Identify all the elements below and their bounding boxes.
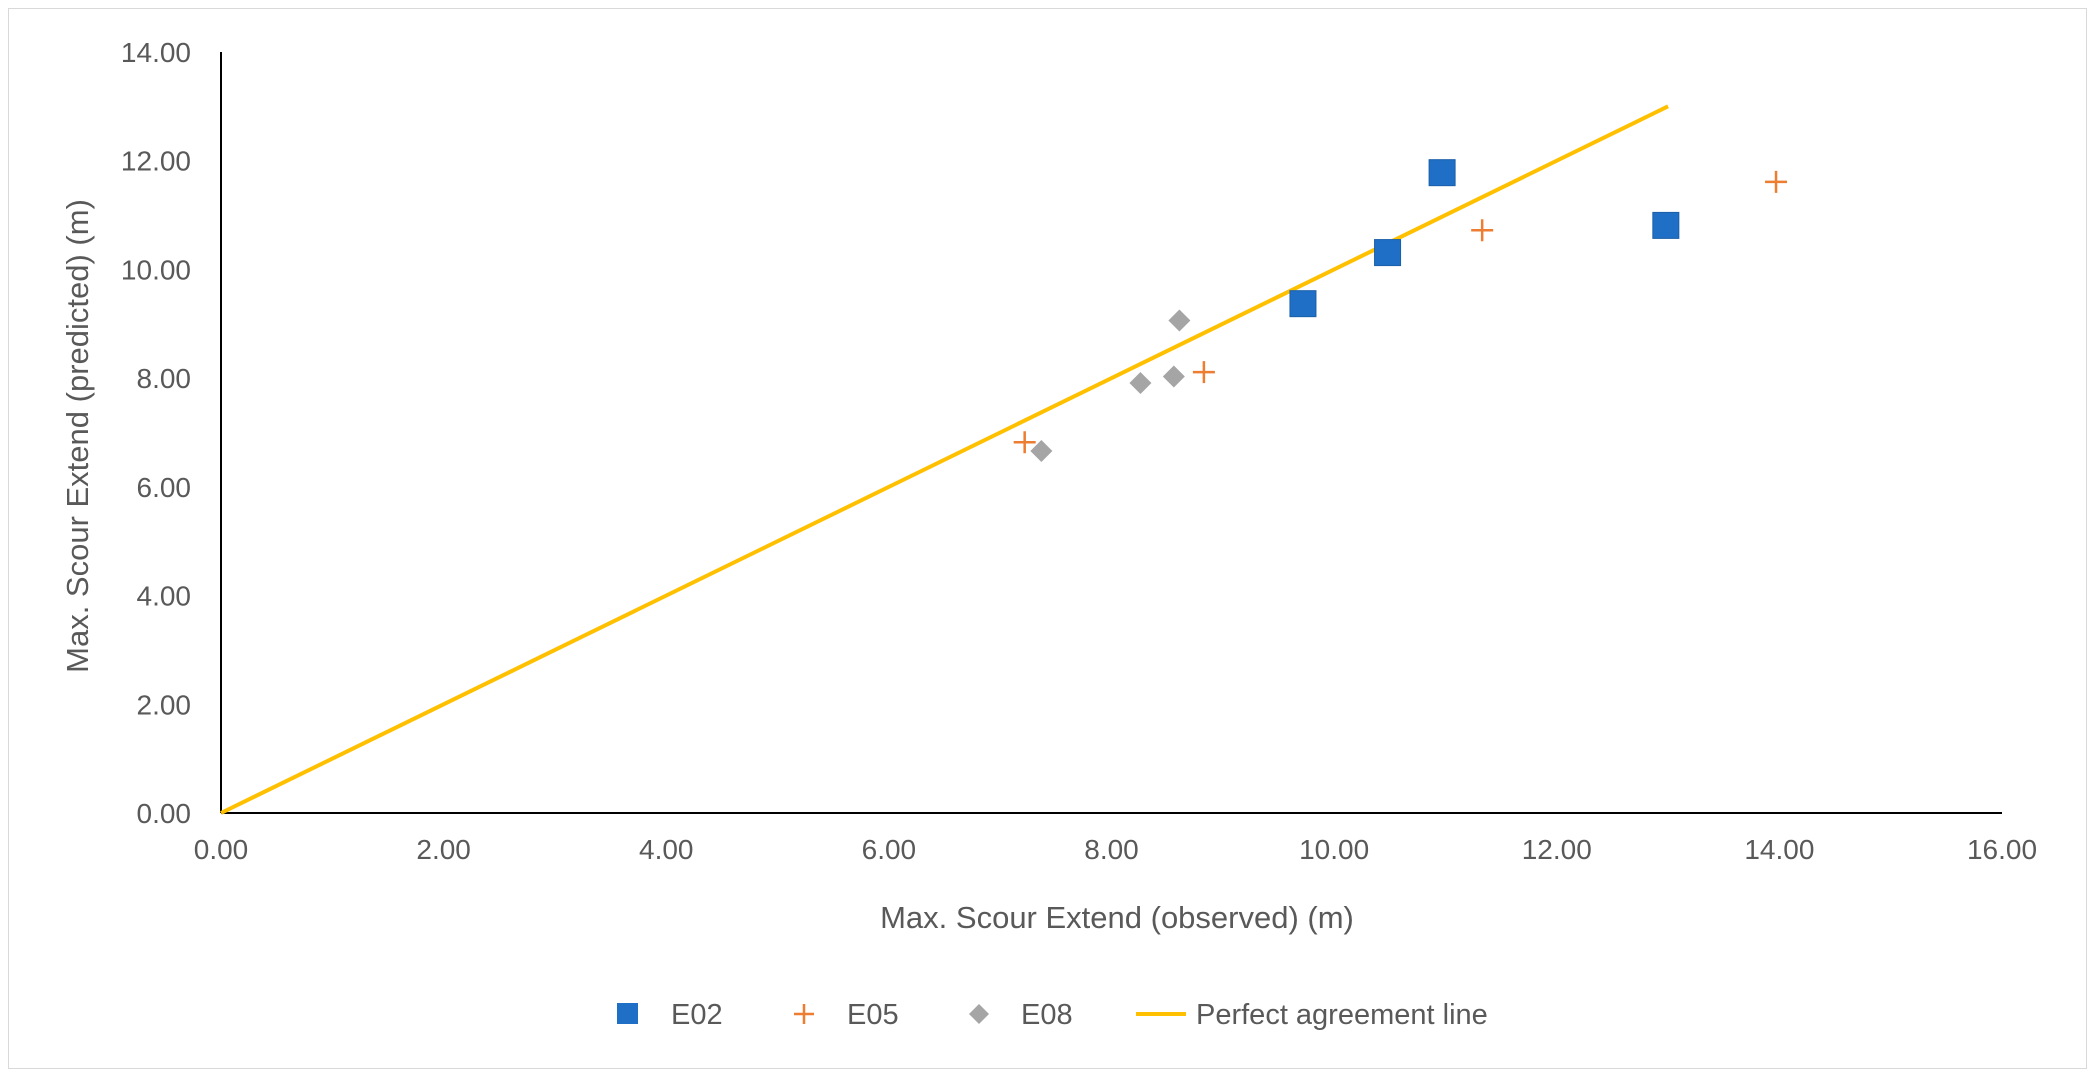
legend-item-e02: E02 [617,999,723,1031]
y-tick-label: 14.00 [121,37,191,68]
data-point-e02 [1289,290,1317,318]
data-point-e08 [1129,372,1152,395]
y-tick-label: 12.00 [121,146,191,177]
data-point-e05 [1765,170,1788,193]
y-tick-label: 10.00 [121,254,191,285]
data-point-e02 [1428,159,1456,187]
series-points [1013,159,1788,462]
legend-label-e08: E08 [1021,999,1073,1031]
axes [220,52,2002,814]
data-point-e02 [1652,211,1680,239]
legend-label-e05: E05 [847,999,899,1031]
data-point-e05 [1471,219,1494,242]
data-point-e08 [1030,439,1053,462]
y-tick-label: 2.00 [137,689,192,720]
legend: E02 E05 E08 Perfect agreement line [617,999,1488,1031]
data-point-e05 [1192,361,1215,384]
x-tick-labels: 0.00 2.00 4.00 6.00 8.00 10.00 12.00 14.00 16.00 [194,834,2037,865]
legend-marker-e02 [617,1003,638,1024]
legend-item-e05: E05 [794,999,899,1031]
y-tick-labels: 0.00 2.00 4.00 6.00 8.00 10.00 12.00 14.00 [121,37,191,829]
x-tick-label: 14.00 [1744,834,1814,865]
legend-marker-e05 [794,1004,814,1024]
legend-marker-e08 [969,1004,989,1024]
x-tick-label: 16.00 [1967,834,2037,865]
x-tick-label: 2.00 [416,834,471,865]
x-tick-label: 8.00 [1084,834,1139,865]
data-point-e05 [1013,431,1036,454]
legend-item-perfect-agreement-line: Perfect agreement line [1136,999,1488,1031]
y-tick-label: 8.00 [137,363,192,394]
x-tick-label: 10.00 [1299,834,1369,865]
data-point-e08 [1168,309,1191,332]
x-tick-label: 0.00 [194,834,249,865]
y-tick-label: 6.00 [137,472,192,503]
data-point-e02 [1374,239,1402,267]
y-tick-label: 0.00 [137,798,192,829]
x-tick-label: 12.00 [1522,834,1592,865]
legend-item-e08: E08 [969,999,1073,1031]
legend-label-e02: E02 [671,999,723,1031]
legend-label-perfect-agreement-line: Perfect agreement line [1196,999,1488,1031]
data-point-e08 [1162,365,1185,388]
series-line-perfect-agreement-line [220,104,1669,815]
series-lines [220,104,1669,815]
y-tick-label: 4.00 [137,581,192,612]
x-axis-title: Max. Scour Extend (observed) (m) [880,900,1354,935]
x-tick-label: 6.00 [862,834,917,865]
x-tick-label: 4.00 [639,834,694,865]
y-axis-title: Max. Scour Extend (predicted) (m) [60,199,95,673]
chart-frame [8,8,2087,1069]
